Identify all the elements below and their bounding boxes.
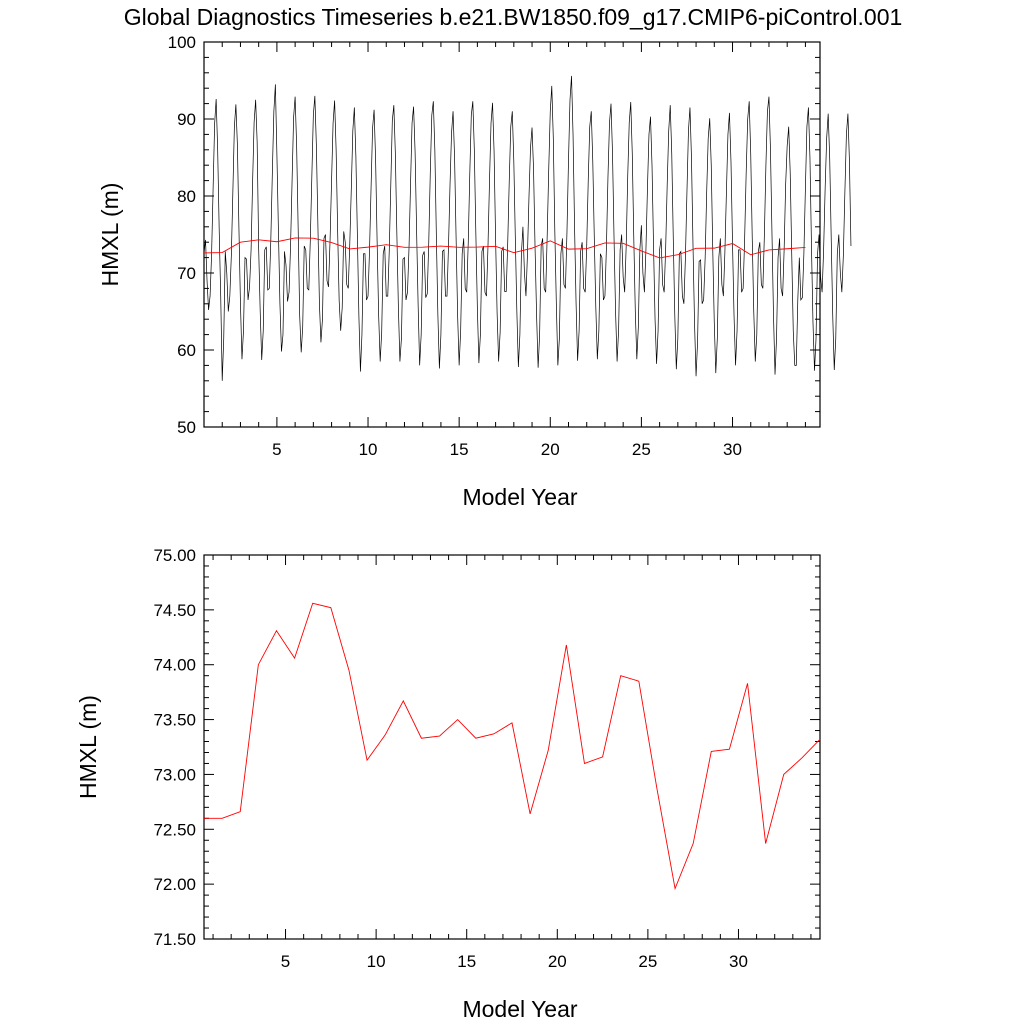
y-tick-label: 100 <box>168 33 196 52</box>
x-tick-label: 5 <box>272 440 281 459</box>
y-axis-title: HMXL (m) <box>97 183 123 287</box>
y-tick-label: 71.50 <box>153 930 196 949</box>
y-tick-label: 60 <box>177 341 196 360</box>
y-tick-label: 73.00 <box>153 765 196 784</box>
x-tick-label: 25 <box>632 440 651 459</box>
x-tick-label: 25 <box>638 952 657 971</box>
annual-mean-series-line <box>203 237 806 259</box>
y-tick-label: 73.50 <box>153 711 196 730</box>
y-tick-label: 90 <box>177 110 196 129</box>
y-tick-label: 50 <box>177 418 196 437</box>
x-tick-label: 20 <box>548 952 567 971</box>
annual-mean-series-line <box>204 602 821 891</box>
y-tick-label: 70 <box>177 264 196 283</box>
bottom-panel: 5 10 15 20 25 30 71.50 72.00 72.50 73.00 73.50 74.0… <box>75 546 821 1022</box>
y-tick-label: 72.50 <box>153 820 196 839</box>
monthly-series-line <box>203 75 852 381</box>
chart-title: Global Diagnostics Timeseries b.e21.BW18… <box>124 4 903 30</box>
x-axis-title: Model Year <box>462 484 577 510</box>
plot-frame <box>203 41 821 428</box>
x-tick-label: 10 <box>367 952 386 971</box>
y-tick-label: 74.50 <box>153 601 196 620</box>
x-tick-label: 15 <box>457 952 476 971</box>
y-tick-label: 74.00 <box>153 656 196 675</box>
y-tick-label: 80 <box>177 187 196 206</box>
y-tick-label: 75.00 <box>153 546 196 565</box>
x-tick-label: 15 <box>450 440 469 459</box>
x-axis-title: Model Year <box>462 996 577 1022</box>
top-panel: 5 10 15 20 25 30 50 60 70 80 90 100 Model Year HMXL (… <box>97 33 852 510</box>
x-tick-label: 5 <box>281 952 290 971</box>
x-tick-label: 30 <box>729 952 748 971</box>
y-axis-title: HMXL (m) <box>75 695 101 799</box>
x-tick-label: 30 <box>723 440 742 459</box>
x-tick-label: 10 <box>359 440 378 459</box>
plot-frame <box>203 554 821 940</box>
x-tick-label: 20 <box>541 440 560 459</box>
y-tick-label: 72.00 <box>153 875 196 894</box>
